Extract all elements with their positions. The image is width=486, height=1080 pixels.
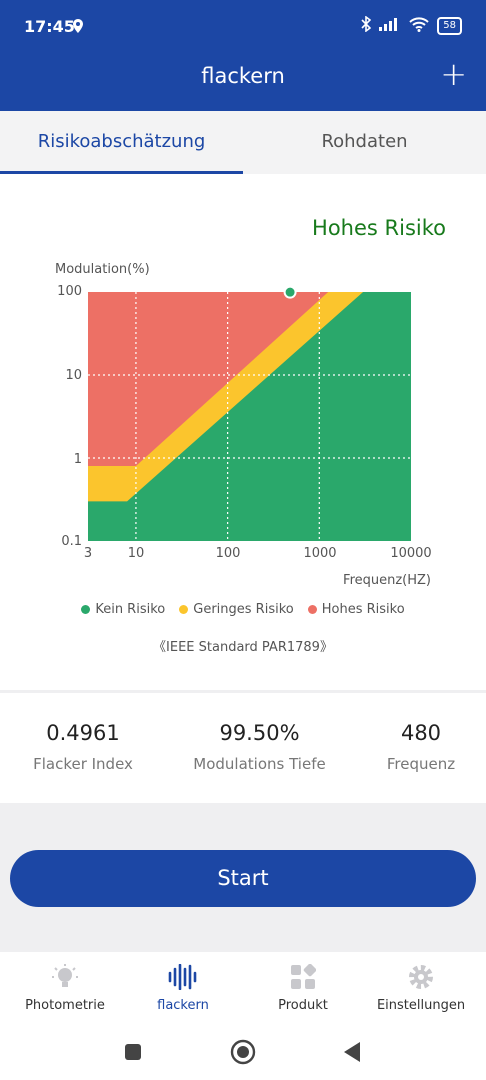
x-axis-label: Frequenz(HZ)	[343, 573, 431, 588]
chart-legend: Kein Risiko Geringes Risiko Hohes Risiko	[0, 602, 486, 617]
legend-dot-icon	[179, 605, 189, 614]
y-axis-label: Modulation(%)	[55, 262, 150, 277]
wifi-icon	[409, 16, 429, 36]
bulb-icon	[5, 962, 125, 992]
legend-item-low-risk: Geringes Risiko	[179, 602, 294, 617]
risk-chart	[88, 285, 411, 541]
bottom-navigation: Photometrie flackern Produkt Einstellung…	[0, 952, 486, 1022]
y-tick-label: 0.1	[61, 534, 82, 549]
legend-label: Hohes Risiko	[321, 602, 405, 617]
status-icons: 58	[361, 15, 462, 36]
nav-item-produkt[interactable]: Produkt	[243, 962, 363, 1013]
metrics-panel: 0.4961 Flacker Index 99.50% Modulations …	[0, 693, 486, 803]
waveform-icon	[123, 962, 243, 992]
active-tab-indicator	[0, 171, 243, 174]
tab-raw-data[interactable]: Rohdaten	[321, 131, 408, 152]
recent-apps-button[interactable]	[124, 1043, 142, 1065]
legend-dot-icon	[307, 605, 317, 614]
metric-frequency: 480 Frequenz	[376, 693, 466, 773]
nav-item-einstellungen[interactable]: Einstellungen	[361, 962, 481, 1013]
y-tick-label: 1	[73, 452, 82, 467]
home-button[interactable]	[230, 1039, 256, 1069]
no-risk-region	[88, 292, 411, 541]
nav-label: Produkt	[278, 998, 328, 1013]
x-tick-label: 3	[83, 546, 93, 561]
metric-value: 480	[400, 721, 442, 745]
page-title: flackern	[201, 64, 285, 88]
legend-label: Kein Risiko	[95, 602, 166, 617]
signal-icon	[379, 17, 401, 35]
metric-label: Frequenz	[386, 755, 456, 773]
metric-value: 99.50%	[219, 721, 300, 745]
metric-label: Modulations Tiefe	[193, 755, 326, 773]
nav-item-photometrie[interactable]: Photometrie	[5, 962, 125, 1013]
x-tick-label: 1000	[303, 546, 337, 561]
standard-reference: 《IEEE Standard PAR1789》	[153, 640, 333, 655]
metric-value: 0.4961	[46, 721, 120, 745]
start-button[interactable]: Start	[10, 850, 476, 907]
nav-label: flackern	[157, 998, 209, 1013]
legend-label: Geringes Risiko	[193, 602, 294, 617]
legend-item-high-risk: Hohes Risiko	[307, 602, 405, 617]
status-time: 17:45	[24, 17, 75, 36]
y-tick-label: 100	[57, 284, 82, 299]
app-header: 17:45 58 flackern +	[0, 0, 486, 111]
metric-label: Flacker Index	[33, 755, 133, 773]
tab-risk-assessment[interactable]: Risikoabschätzung	[37, 131, 206, 152]
battery-icon: 58	[437, 17, 462, 35]
grid-icon	[243, 962, 363, 992]
metric-flicker-index: 0.4961 Flacker Index	[18, 693, 148, 773]
nav-label: Photometrie	[25, 998, 105, 1013]
tab-bar: Risikoabschätzung Rohdaten	[0, 111, 486, 174]
y-tick-label: 10	[65, 368, 82, 383]
measurement-point	[283, 285, 297, 299]
back-button[interactable]	[342, 1041, 362, 1067]
legend-item-no-risk: Kein Risiko	[81, 602, 165, 617]
x-tick-label: 100	[215, 546, 241, 561]
gear-icon	[361, 962, 481, 992]
nav-label: Einstellungen	[376, 998, 466, 1013]
risk-chart-card: Hohes Risiko Modulation(%) 100 10 1 0.1 …	[0, 174, 486, 690]
bluetooth-icon	[361, 15, 372, 36]
nav-item-flackern[interactable]: flackern	[123, 962, 243, 1013]
location-icon	[73, 19, 83, 36]
system-navigation-bar	[0, 1022, 486, 1080]
add-button[interactable]: +	[440, 55, 467, 93]
x-tick-label: 10000	[390, 546, 432, 561]
legend-dot-icon	[81, 605, 91, 614]
x-tick-label: 10	[127, 546, 145, 561]
risk-level-label: Hohes Risiko	[312, 216, 446, 240]
metric-modulation-depth: 99.50% Modulations Tiefe	[182, 693, 337, 773]
